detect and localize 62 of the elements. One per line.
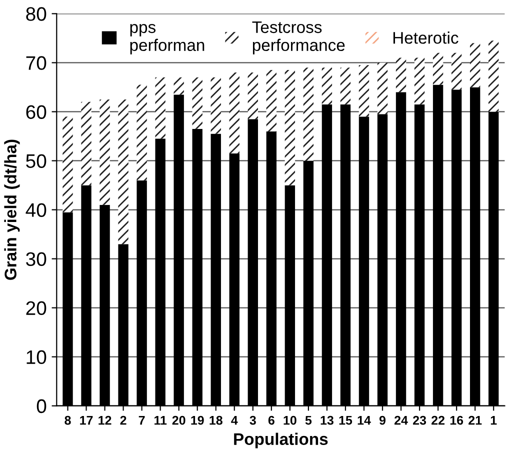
x-tick-label: 17 [80, 416, 93, 425]
bar [340, 68, 351, 104]
x-tick-label: 13 [320, 416, 334, 425]
bar [155, 77, 166, 139]
x-tick-label: 15 [339, 416, 352, 425]
bar [248, 72, 258, 120]
bar [100, 99, 110, 205]
x-tick-label: 14 [358, 416, 371, 425]
x-tick-label: 16 [450, 416, 464, 425]
bar [414, 58, 425, 104]
legend-label: Testcross performance [252, 21, 345, 54]
y-tick-label: 40 [26, 203, 46, 217]
x-tick-label: 5 [305, 416, 312, 425]
bar [210, 77, 221, 134]
x-tick-label: 24 [394, 416, 408, 425]
bar [488, 40, 499, 112]
x-tick-label: 6 [268, 416, 274, 425]
bar [284, 70, 296, 186]
bar [432, 52, 444, 85]
x-tick-label: 23 [413, 416, 426, 425]
x-tick-label: 18 [210, 416, 222, 425]
bar [81, 102, 92, 186]
x-tick-label: 20 [172, 416, 186, 425]
bar [396, 58, 406, 92]
bar [118, 99, 128, 244]
x-tick-label: 2 [120, 416, 126, 425]
bar [62, 116, 73, 212]
y-tick-label: 10 [26, 350, 46, 364]
bar [192, 77, 202, 129]
bar [322, 68, 332, 104]
bar [303, 68, 314, 161]
bar [358, 65, 370, 117]
x-tick-label: 12 [98, 416, 112, 425]
y-tick-label: 70 [26, 56, 46, 70]
x-tick-label: 9 [379, 416, 386, 425]
y-tick-label: 30 [26, 252, 46, 266]
y-tick-label: 0 [36, 399, 46, 414]
bar [174, 77, 184, 95]
x-tick-label: 22 [432, 416, 444, 425]
x-tick-label: 19 [191, 416, 204, 425]
x-tick-label: 8 [64, 416, 71, 425]
y-tick-label: 20 [26, 301, 46, 316]
x-axis-title: Populations [234, 432, 328, 448]
x-tick-label: 4 [231, 416, 238, 425]
bar [229, 72, 240, 154]
y-tick-label: 50 [26, 154, 46, 168]
bar [451, 52, 462, 90]
x-tick-label: 3 [250, 416, 256, 425]
x-tick-label: 11 [154, 416, 167, 425]
legend-label: Heterotic [393, 32, 458, 44]
bar [136, 84, 147, 180]
bar [266, 70, 277, 132]
y-tick-label: 60 [26, 105, 46, 119]
x-tick-label: 21 [468, 416, 482, 425]
x-tick-label: 1 [490, 416, 497, 425]
y-tick-label: 80 [26, 7, 46, 21]
bar [470, 43, 480, 88]
x-tick-label: 10 [284, 416, 296, 425]
bar [377, 62, 388, 114]
y-axis-title: Grain yield (dt/ha) [4, 140, 20, 280]
legend-label: pps performan [130, 24, 204, 54]
x-tick-label: 7 [138, 416, 145, 425]
